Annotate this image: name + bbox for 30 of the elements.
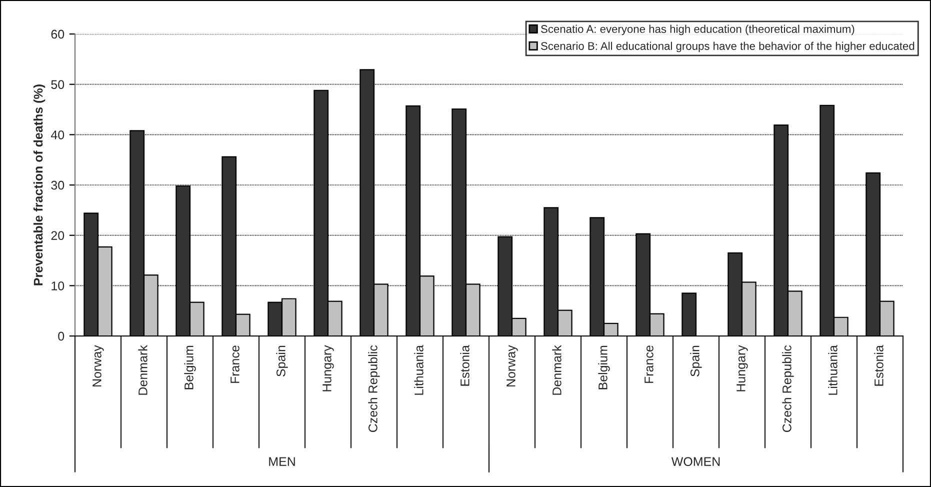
x-tick-label: Hungary	[736, 345, 748, 392]
x-tick-label: Spain	[690, 346, 702, 376]
legend-label: Scenatio A: everyone has high education (theoretical maximum)	[541, 24, 854, 36]
legend-label: Scenario B: All educational groups have the behavior of the higher educated	[541, 42, 914, 52]
x-tick-label: Estonia	[874, 345, 884, 386]
x-tick-label: Spain	[276, 346, 288, 376]
y-tick-label: 10	[52, 281, 64, 290]
x-tick-label: Denmark	[138, 345, 148, 395]
y-tick-label: 30	[51, 180, 64, 190]
x-tick-label: Czech Republic	[368, 345, 380, 432]
x-tick-label: France	[644, 346, 654, 383]
y-axis-title: Preventable fraction of deaths (%)	[33, 84, 46, 286]
x-tick-label: France	[230, 346, 240, 383]
text: WOMEN	[671, 457, 720, 466]
x-tick-label: Denmark	[552, 345, 562, 395]
x-tick-label: Czech Republic	[782, 345, 794, 432]
x-tick-label: Hungary	[322, 345, 334, 392]
x-tick-label: Belgium	[184, 346, 196, 390]
y-tick-label: 40	[50, 130, 64, 140]
y-tick-label: 50	[51, 80, 64, 89]
x-tick-label: Lithuania	[414, 345, 424, 395]
y-tick-label: 0	[58, 332, 64, 341]
y-tick-label: 60	[51, 30, 64, 39]
x-tick-label: Norway	[92, 345, 104, 386]
x-tick-label: Belgium	[598, 346, 610, 390]
x-tick-label: Norway	[506, 345, 518, 386]
text: MEN	[269, 457, 295, 466]
y-tick-label: 20	[51, 231, 64, 240]
x-tick-label: Estonia	[460, 345, 470, 386]
x-tick-label: Lithuania	[828, 345, 838, 395]
